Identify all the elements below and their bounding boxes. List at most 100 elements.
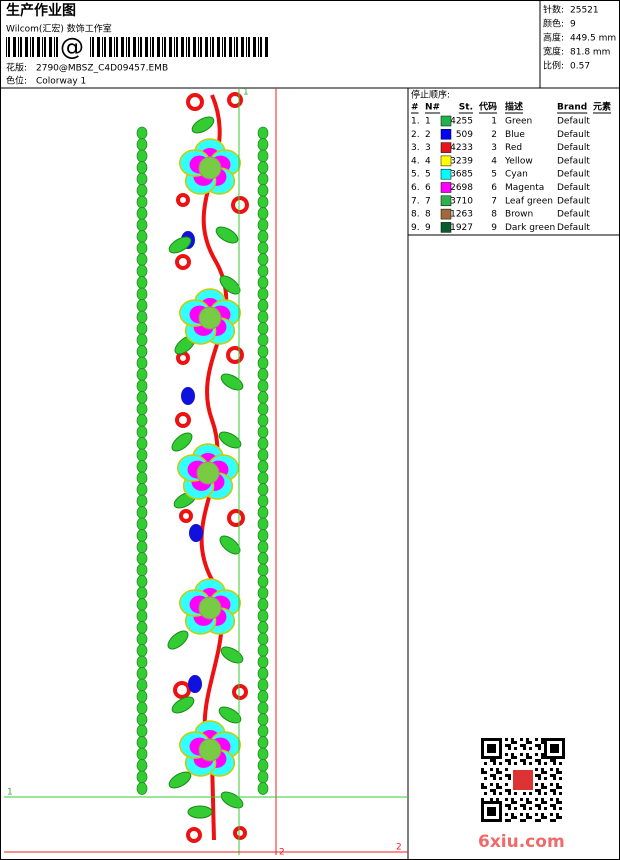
barcode-bar	[176, 37, 178, 57]
cell-brand: Default	[557, 210, 590, 220]
barcode	[6, 37, 268, 57]
column-header: N#	[425, 103, 440, 113]
guide-marker: 1	[243, 88, 249, 98]
qr-module	[538, 744, 541, 747]
guide-marker: 2	[396, 843, 402, 853]
qr-module	[511, 816, 514, 819]
bead	[257, 782, 269, 795]
spiral	[226, 346, 244, 364]
bead	[257, 575, 269, 588]
column-header: #	[411, 103, 419, 113]
qr-module	[523, 792, 526, 795]
stat-label: 高度:	[543, 32, 564, 44]
qr-module	[538, 789, 541, 792]
bead	[136, 425, 148, 439]
qr-module	[514, 807, 517, 810]
berry	[188, 675, 202, 693]
leaf	[218, 431, 242, 449]
qr-module	[493, 789, 496, 792]
qr-module	[559, 792, 562, 795]
bead	[257, 667, 269, 680]
bead	[136, 736, 148, 749]
stat-label: 宽度:	[543, 46, 564, 58]
bead	[257, 448, 269, 462]
bead	[136, 724, 148, 738]
qr-module	[526, 741, 529, 744]
bead	[257, 241, 269, 255]
bead	[257, 425, 269, 439]
qr-module	[493, 792, 496, 795]
qr-module	[541, 768, 544, 771]
column-header: St.	[459, 103, 473, 113]
qr-module	[556, 786, 559, 789]
color-swatch	[440, 182, 452, 193]
bead	[257, 644, 269, 657]
qr-module	[523, 744, 526, 747]
qr-module	[505, 819, 508, 822]
cell-code: 6	[491, 183, 497, 193]
qr-module	[523, 762, 526, 765]
cell-code: 1	[491, 117, 497, 127]
bead	[136, 483, 148, 496]
bead	[136, 460, 148, 473]
barcode-bar	[186, 37, 187, 57]
barcode-bar	[44, 37, 46, 57]
bead	[136, 690, 148, 703]
qr-module	[508, 792, 511, 795]
barcode-bar	[102, 37, 103, 57]
qr-module	[490, 759, 493, 762]
leaf	[191, 116, 215, 134]
qr-module	[550, 789, 553, 792]
barcode-bar	[229, 37, 232, 57]
bead	[257, 759, 269, 772]
bead	[257, 322, 269, 335]
color-swatch	[440, 155, 452, 167]
cell-needle: 9	[425, 223, 431, 233]
design-file-label: 花版:	[6, 62, 27, 74]
barcode-bar	[116, 37, 118, 57]
stat-label: 颜色:	[543, 18, 564, 30]
bead	[257, 345, 269, 358]
qr-module	[493, 762, 496, 765]
qr-module	[520, 738, 523, 741]
qr-module	[523, 804, 526, 807]
colorway: Colorway 1	[36, 77, 86, 87]
qr-module	[529, 816, 532, 819]
qr-module	[505, 798, 508, 801]
stat-value: 0.57	[570, 62, 590, 72]
spiral	[233, 826, 247, 840]
qr-module	[556, 768, 559, 771]
qr-module	[523, 807, 526, 810]
bead	[257, 770, 269, 784]
bead	[257, 437, 269, 450]
bead	[136, 276, 148, 289]
cell-needle: 3	[425, 143, 431, 153]
barcode-bar	[212, 37, 214, 57]
leaf	[218, 706, 242, 724]
guide-marker: 1	[7, 788, 13, 798]
bead	[257, 138, 269, 151]
qr-module	[499, 792, 502, 795]
qr-module	[514, 801, 517, 804]
cell-description: Brown	[505, 210, 533, 220]
cell-brand: Default	[557, 183, 590, 193]
qr-module	[538, 747, 541, 750]
qr-module	[526, 738, 529, 741]
cell-index: 9.	[411, 223, 420, 233]
berry	[189, 524, 203, 542]
barcode-bar	[30, 37, 31, 57]
qr-module	[544, 792, 547, 795]
bead	[257, 253, 269, 266]
qr-module	[511, 798, 514, 801]
bead	[257, 356, 269, 370]
bead	[136, 701, 148, 715]
qr-module	[523, 819, 526, 822]
leaf	[168, 236, 192, 254]
qr-module	[538, 807, 541, 810]
spiral	[179, 509, 193, 523]
qr-module	[553, 789, 556, 792]
qr-module	[508, 744, 511, 747]
qr-module	[535, 753, 538, 756]
bead	[136, 598, 148, 611]
